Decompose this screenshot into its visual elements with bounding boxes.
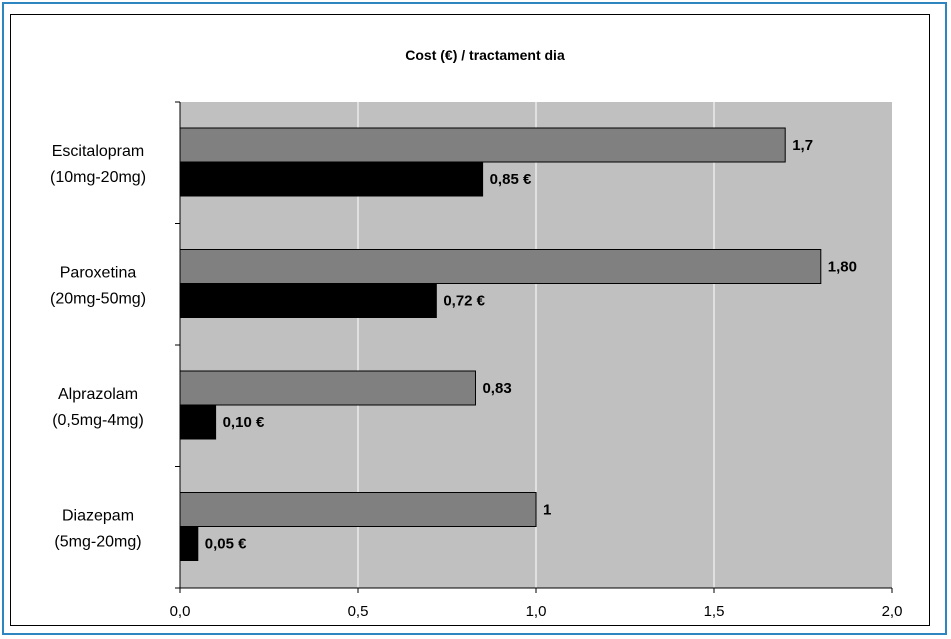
bar-gray: [179, 127, 786, 163]
category-label: (10mg-20mg): [50, 169, 146, 186]
category-label: (5mg-20mg): [54, 533, 141, 550]
bar-black: [179, 404, 217, 440]
data-label: 0,83: [482, 380, 511, 397]
category-label: Paroxetina: [60, 264, 137, 281]
data-label: 0,72 €: [443, 293, 485, 310]
data-label: 0,10 €: [223, 414, 265, 431]
bar-gray: [179, 370, 476, 406]
plot-area: 1,7 0,85 € Escitalopram (10mg-20mg) 1,80 0,72…: [50, 101, 903, 620]
category-label: (0,5mg-4mg): [52, 412, 144, 429]
x-tick-label: 2,0: [882, 603, 903, 620]
bar-black: [179, 283, 437, 318]
category-label: Diazepam: [62, 507, 134, 524]
x-tick-label: 0,0: [170, 603, 191, 620]
data-label: 1,80: [828, 259, 857, 276]
x-tick-label: 1,5: [704, 603, 725, 620]
bar-gray: [179, 492, 537, 527]
bar-black: [179, 161, 484, 197]
x-tick-label: 0,5: [348, 603, 369, 620]
data-label: 0,85 €: [490, 171, 532, 188]
category-label: (20mg-50mg): [50, 290, 146, 307]
data-label: 1: [543, 502, 551, 519]
bar-gray: [179, 249, 822, 284]
data-label: 1,7: [792, 137, 813, 154]
bar-black: [179, 526, 199, 561]
chart-title: Cost (€) / tractament dia: [405, 47, 565, 63]
category-label: Alprazolam: [58, 386, 138, 403]
x-tick-label: 1,0: [526, 603, 547, 620]
data-label: 0,05 €: [205, 536, 247, 553]
category-label: Escitalopram: [52, 143, 144, 160]
